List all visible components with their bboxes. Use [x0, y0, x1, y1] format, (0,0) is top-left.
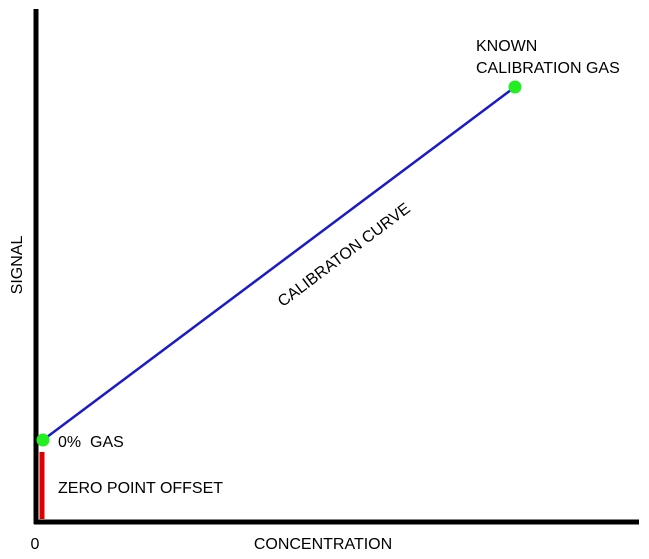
x-axis-label: CONCENTRATION [254, 536, 392, 553]
offset-label: ZERO POINT OFFSET [58, 480, 223, 497]
y-axis-label: SIGNAL [9, 236, 26, 295]
calibration-curve [42, 85, 516, 442]
calibration-gas-point [508, 80, 522, 94]
point-label: KNOWN [476, 38, 537, 55]
zero-gas-point [36, 433, 50, 447]
point-label: CALIBRATION GAS [476, 60, 620, 77]
point-label: 0% GAS [58, 434, 124, 451]
origin-label: 0 [31, 536, 40, 553]
